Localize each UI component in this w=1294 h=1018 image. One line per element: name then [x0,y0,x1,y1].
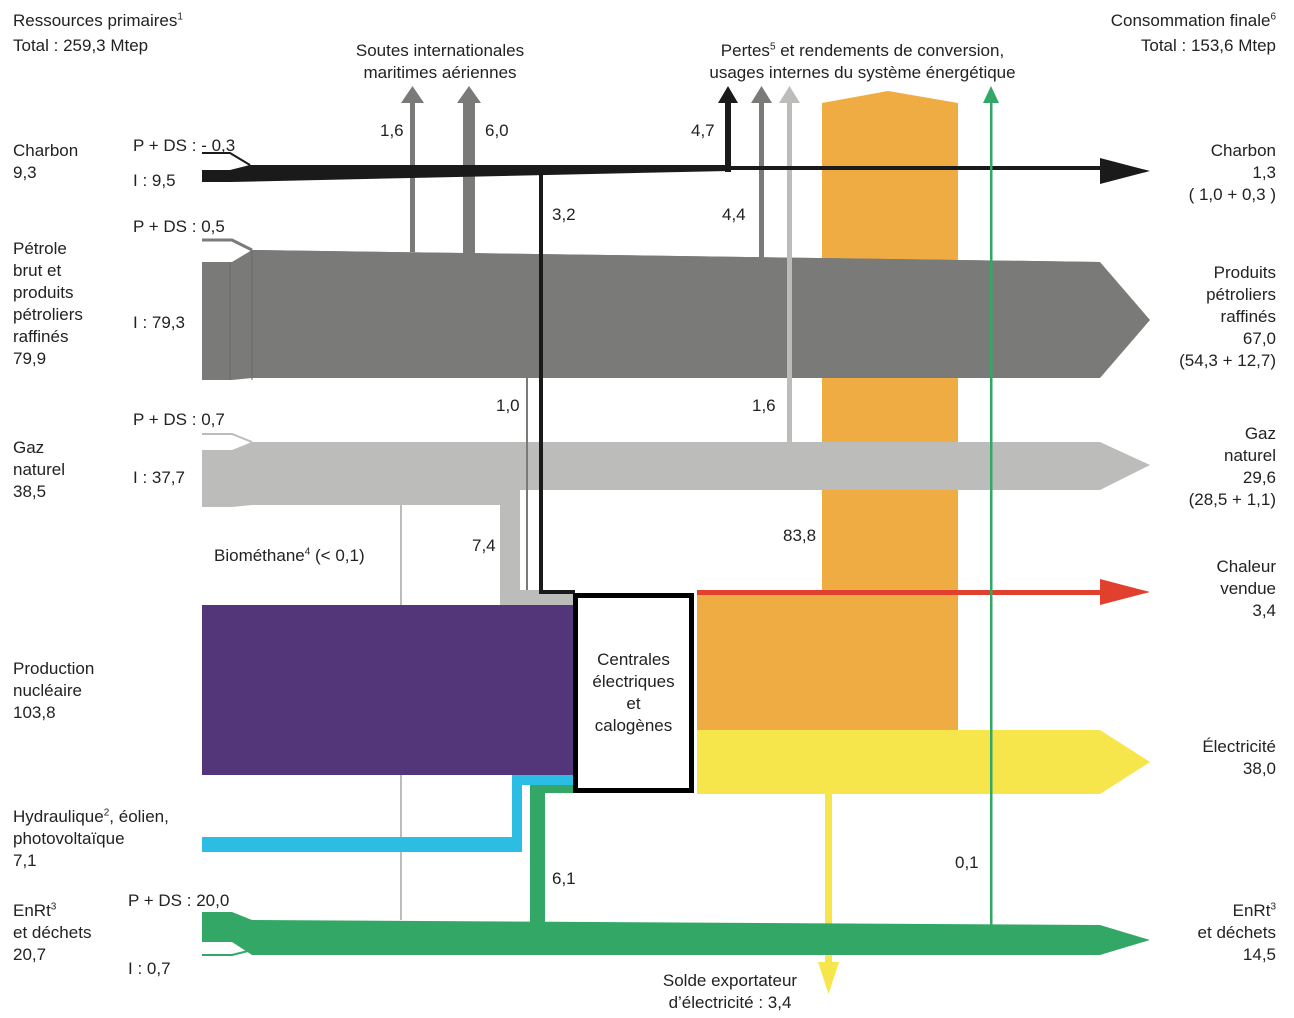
source-petrole: Pétrole brut et produits pétroliers raff… [13,239,83,368]
pertes-charbon-arrowhead [718,86,738,103]
dest-electricite: Électricité 38,0 [1202,737,1276,778]
value-pertes-petrole: 4,4 [722,205,746,224]
pertes-label: Pertes5 et rendements de conversion, usa… [709,41,1016,82]
chaleur-flow [697,590,1100,595]
enrt-pds: P + DS : 20,0 [128,891,230,910]
enrt-flow [202,912,1150,955]
pertes-enrt-flow [990,100,993,925]
left-header-title: Ressources primaires1 [13,11,183,30]
charbon-arrowhead [1100,158,1150,184]
soutes-label: Soutes internationales maritimes aérienn… [355,41,525,82]
gaz-flow [202,442,1150,597]
petrole-import: I : 79,3 [133,313,185,332]
left-header-total: Total : 259,3 Mtep [13,36,149,55]
source-charbon: Charbon 9,3 [13,141,79,182]
charbon-import: I : 9,5 [133,171,176,190]
gaz-import: I : 37,7 [133,468,185,487]
soute-aerienne-arrowhead [457,86,481,103]
value-charbon-centrales: 3,2 [552,205,576,224]
enrt-to-centrales [530,785,573,925]
pertes-petrole-flow [759,100,764,262]
soute-maritime-arrowhead [401,86,424,103]
pertes-gaz-arrowhead [779,86,800,103]
solde-export-arrowhead [818,962,839,994]
charbon-pds: P + DS : - 0,3 [133,136,236,155]
soute-aerienne-flow [463,100,475,257]
dest-enrt: EnRt3 et déchets 14,5 [1197,901,1276,964]
value-pertes-charbon: 4,7 [691,121,715,140]
petrole-pds-in [202,238,253,252]
value-pertes-gaz: 1,6 [752,396,776,415]
value-enrt-centrales: 6,1 [552,869,576,888]
hydraulique-flow [202,775,573,852]
gaz-pds-in [202,433,253,443]
source-enrt: EnRt3 et déchets 20,7 [13,901,92,964]
pertes-gaz-flow [787,100,792,445]
dest-solde-export: Solde exportateur d’électricité : 3,4 [662,971,798,1012]
pertes-charbon-flow [725,100,731,172]
source-gaz: Gaz naturel 38,5 [13,438,65,501]
dest-charbon: Charbon 1,3 ( 1,0 + 0,3 ) [1188,141,1276,204]
dest-gaz: Gaz naturel 29,6 (28,5 + 1,1) [1188,424,1276,509]
pertes-enrt-arrowhead [983,86,999,103]
losses-flow [697,91,958,730]
right-header-title: Consommation finale6 [1110,11,1276,30]
enrt-import: I : 0,7 [128,959,171,978]
dest-chaleur: Chaleur vendue 3,4 [1216,557,1276,620]
nucleaire-flow [202,605,573,775]
dest-petrole: Produits pétroliers raffinés 67,0 (54,3 … [1179,263,1276,370]
gaz-pds: P + DS : 0,7 [133,410,225,429]
source-biomethane: Biométhane4 (< 0,1) [214,546,365,565]
solde-export-flow [825,794,832,964]
source-nucleaire: Production nucléaire 103,8 [13,659,95,722]
right-header-total: Total : 153,6 Mtep [1140,36,1276,55]
source-hydraulique: Hydraulique2, éolien, photovoltaïque 7,1 [13,807,169,870]
value-gaz-centrales: 7,4 [472,536,496,555]
enrt-imp-in [202,949,253,956]
electricite-flow [697,730,1150,794]
petrole-flow-body [252,250,1100,378]
petrole-pds: P + DS : 0,5 [133,217,225,236]
value-pertes-enrt: 0,1 [955,853,979,872]
value-petrole-centrales: 1,0 [496,396,520,415]
value-pertes-centrales: 83,8 [783,526,817,545]
value-soute-aerienne: 6,0 [485,121,509,140]
value-soute-maritime: 1,6 [380,121,404,140]
centrales-box: Centrales électriques et calogènes [573,593,694,793]
charbon-pds-in [202,152,251,166]
chaleur-arrowhead [1100,579,1150,605]
pertes-petrole-arrowhead [751,86,772,103]
charbon-to-centrales [539,168,575,594]
